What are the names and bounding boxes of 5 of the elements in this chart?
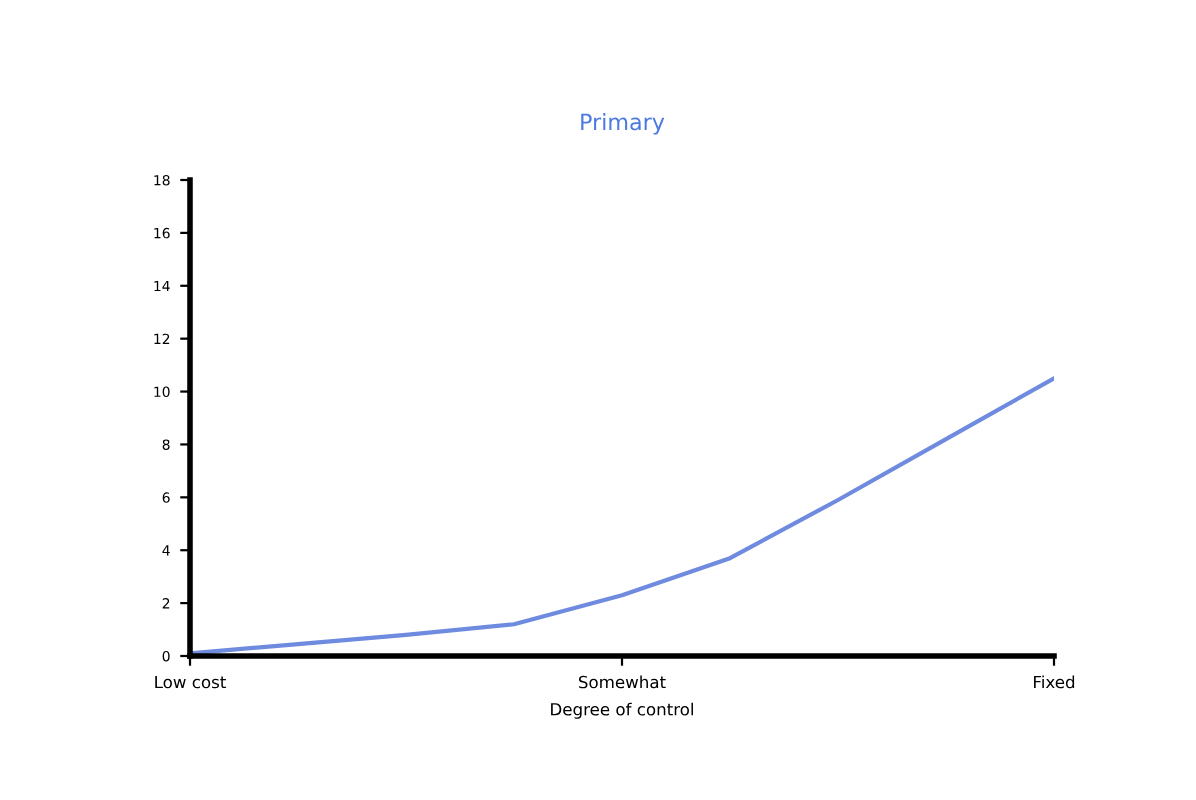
x-tick-label: Low cost bbox=[155, 675, 226, 689]
x-axis-title: Degree of control bbox=[551, 702, 693, 719]
x-tick-label: Fixed bbox=[1034, 675, 1075, 689]
chart-title: Primary bbox=[581, 113, 665, 135]
x-tick-label: Somewhat bbox=[578, 675, 666, 689]
